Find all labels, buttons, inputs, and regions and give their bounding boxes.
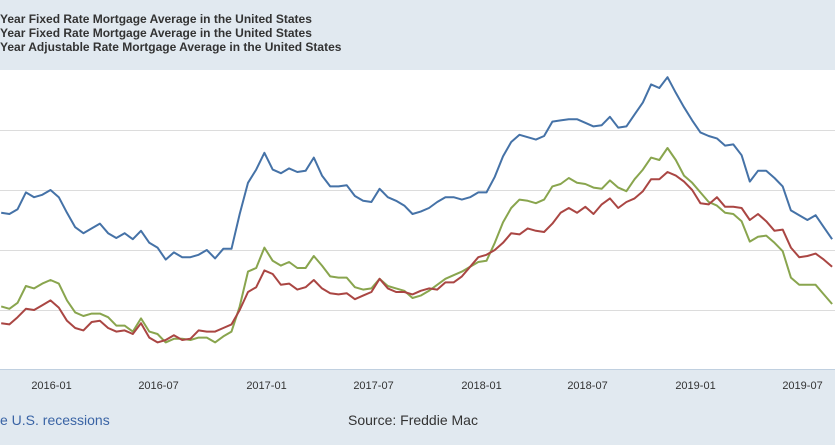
gridlines [0, 130, 835, 311]
legend-item-adjustable-rate[interactable]: Year Adjustable Rate Mortgage Average in… [0, 40, 342, 54]
recessions-link[interactable]: e U.S. recessions [0, 412, 110, 428]
x-tick-label: 2017-07 [353, 380, 394, 392]
x-tick-label: 2019-01 [675, 380, 716, 392]
line-chart [0, 76, 835, 370]
legend-item-fixed-rate-2[interactable]: Year Fixed Rate Mortgage Average in the … [0, 26, 312, 40]
x-tick-label: 2018-01 [461, 380, 502, 392]
series-line-0 [1, 76, 833, 261]
series-line-2 [1, 171, 833, 344]
x-tick-label: 2016-01 [31, 380, 72, 392]
chart-legend: Year Fixed Rate Mortgage Average in the … [0, 12, 341, 54]
legend-item-fixed-rate-1[interactable]: Year Fixed Rate Mortgage Average in the … [0, 12, 312, 26]
series-line-1 [0, 147, 833, 344]
plot-area [0, 70, 835, 370]
x-tick-marks [0, 369, 835, 370]
x-tick-label: 2019-07 [782, 380, 823, 392]
x-tick-label: 2018-07 [567, 380, 608, 392]
x-tick-label: 2017-01 [246, 380, 287, 392]
series-lines [0, 76, 833, 344]
source-note: Source: Freddie Mac [348, 412, 478, 428]
x-tick-label: 2016-07 [138, 380, 179, 392]
